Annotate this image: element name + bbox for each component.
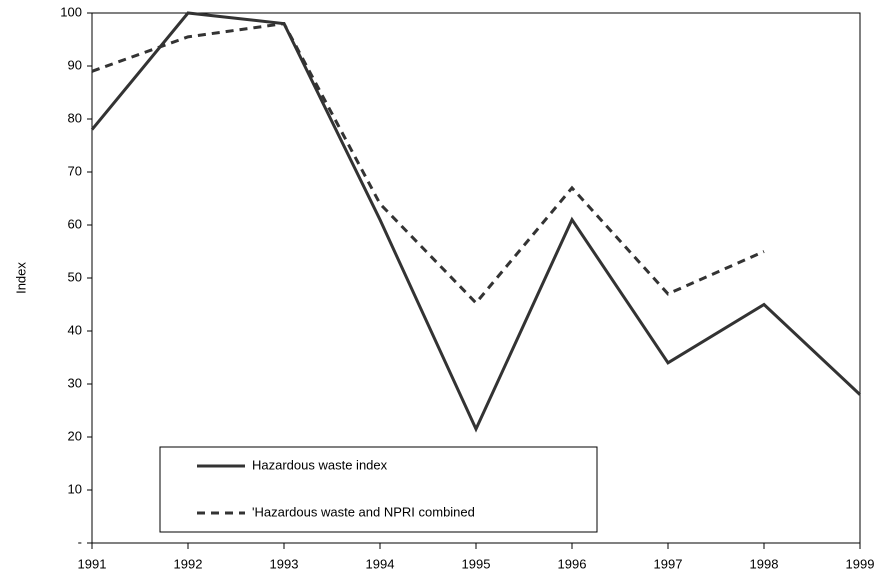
y-tick-label: 90 — [68, 57, 82, 72]
x-tick-label: 1999 — [846, 556, 875, 571]
y-tick-label: 20 — [68, 428, 82, 443]
x-tick-label: 1996 — [558, 556, 587, 571]
y-tick-label: 60 — [68, 216, 82, 231]
y-tick-label: 80 — [68, 110, 82, 125]
x-tick-label: 1994 — [366, 556, 395, 571]
data-line — [90, 11, 862, 433]
y-tick-label: 10 — [68, 481, 82, 496]
legend-box — [159, 446, 598, 533]
y-tick-label: - — [78, 534, 82, 549]
y-tick-label: 30 — [68, 375, 82, 390]
y-axis-label: Index — [13, 262, 28, 294]
x-tick-label: 1998 — [750, 556, 779, 571]
data-line — [91, 21, 765, 306]
y-tick-label: 50 — [68, 269, 82, 284]
x-tick-label: 1993 — [270, 556, 299, 571]
x-tick-label: 1992 — [174, 556, 203, 571]
x-tick-label: 1997 — [654, 556, 683, 571]
legend-label: Hazardous waste index — [252, 457, 388, 472]
x-tick-label: 1991 — [78, 556, 107, 571]
legend-label: 'Hazardous waste and NPRI combined — [252, 504, 475, 519]
y-tick-label: 70 — [68, 163, 82, 178]
y-tick-label: 100 — [60, 4, 82, 19]
y-tick-label: 40 — [68, 322, 82, 337]
x-tick-label: 1995 — [462, 556, 491, 571]
